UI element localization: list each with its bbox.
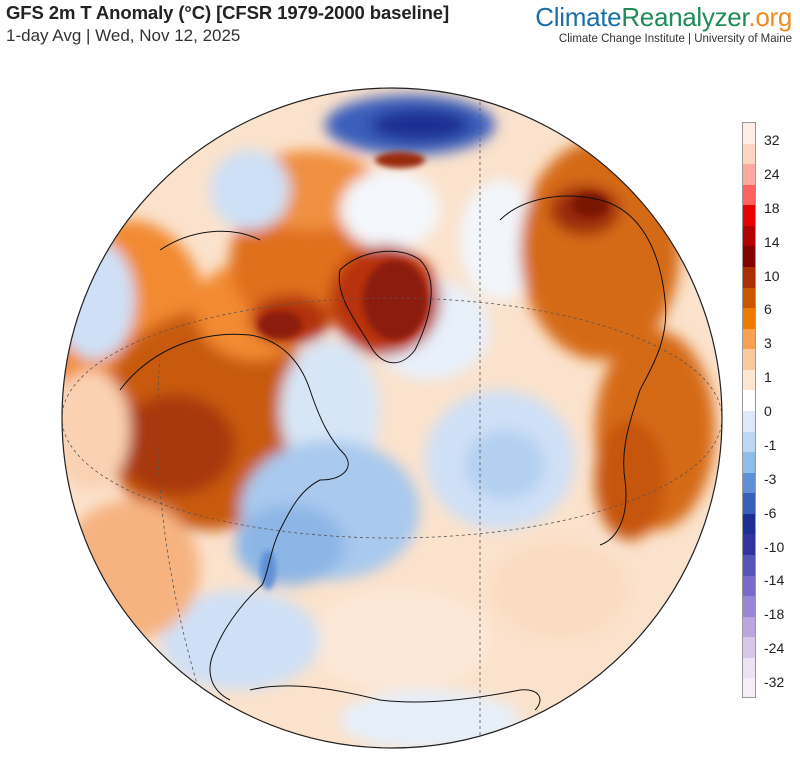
graticule — [62, 90, 722, 748]
south-america-coastline — [249, 685, 541, 711]
colorbar-segment — [743, 431, 755, 453]
colorbar-segment — [743, 513, 755, 535]
colorbar-tick-label: -24 — [764, 640, 785, 657]
colorbar-segment — [743, 390, 755, 412]
colorbar-tick-label: -32 — [764, 674, 785, 690]
colorbar-segment — [743, 308, 755, 330]
globe-outline — [61, 87, 723, 749]
globe-surface — [62, 88, 722, 748]
colorbar-segment — [743, 493, 755, 515]
map-subtitle: 1-day Avg | Wed, Nov 12, 2025 — [6, 26, 241, 45]
colorbar-segment — [743, 205, 755, 227]
brand-logo-part3: .org — [748, 2, 792, 32]
colorbar-segment — [743, 246, 755, 268]
colorbar-segment — [743, 328, 755, 350]
colorbar-segment — [743, 534, 755, 556]
brand-logo-part1: Climate — [535, 2, 622, 32]
colorbar-segment — [743, 411, 755, 433]
colorbar-segment — [743, 369, 755, 391]
colorbar-tick-label: -3 — [764, 470, 777, 487]
colorbar-tick-label: -1 — [764, 436, 777, 453]
colorbar-segment — [743, 164, 755, 186]
colorbar-tick-label: -14 — [764, 572, 785, 589]
map-title: GFS 2m T Anomaly (°C) [CFSR 1979-2000 ba… — [6, 2, 450, 23]
colorbar-tick-label: 6 — [764, 301, 772, 318]
colorbar-segment — [743, 596, 755, 618]
colorbar-segment — [743, 225, 755, 247]
colorbar-segment — [743, 555, 755, 577]
colorbar-segment — [743, 452, 755, 474]
colorbar-segment — [743, 184, 755, 206]
colorbar-segment — [743, 287, 755, 309]
colorbar-tick-label: 18 — [764, 199, 780, 216]
coastlines — [119, 195, 667, 711]
colorbar-tick-label: -10 — [764, 538, 785, 555]
colorbar-tick-label: 24 — [764, 165, 780, 182]
colorbar-segment — [743, 575, 755, 597]
colorbar-segment — [743, 123, 755, 145]
eurasia-coastline — [499, 195, 667, 546]
brand-block[interactable]: ClimateReanalyzer.org Climate Change Ins… — [535, 2, 792, 45]
colorbar-tick-label: -6 — [764, 504, 777, 521]
colorbar-segment — [743, 616, 755, 638]
greenland-coastline — [338, 250, 432, 364]
anomaly-globe-map — [61, 87, 723, 749]
colorbar-segment — [743, 143, 755, 165]
north-america-coastline — [119, 333, 349, 701]
temperature-colorbar — [742, 122, 756, 698]
brand-institution: Climate Change Institute | University of… — [558, 33, 792, 45]
colorbar-tick-label: 3 — [764, 335, 772, 352]
colorbar-tick-label: -18 — [764, 606, 785, 623]
colorbar-segment — [743, 349, 755, 371]
colorbar-segment — [743, 678, 755, 697]
colorbar-tick-label: 32 — [764, 132, 780, 148]
colorbar-tick-label: 0 — [764, 403, 772, 419]
colorbar-tick-label: 1 — [764, 369, 772, 386]
brand-logo-part2: Reanalyzer — [621, 2, 749, 32]
alaska-coastline — [159, 230, 261, 251]
colorbar-tick-label: 14 — [764, 233, 780, 250]
colorbar-segment — [743, 637, 755, 659]
colorbar-segment — [743, 267, 755, 289]
colorbar-tick-label: 10 — [764, 267, 780, 284]
colorbar-segment — [743, 657, 755, 679]
anomaly-hotspots — [258, 152, 608, 590]
colorbar-segment — [743, 472, 755, 494]
brand-logo[interactable]: ClimateReanalyzer.org — [535, 2, 792, 32]
